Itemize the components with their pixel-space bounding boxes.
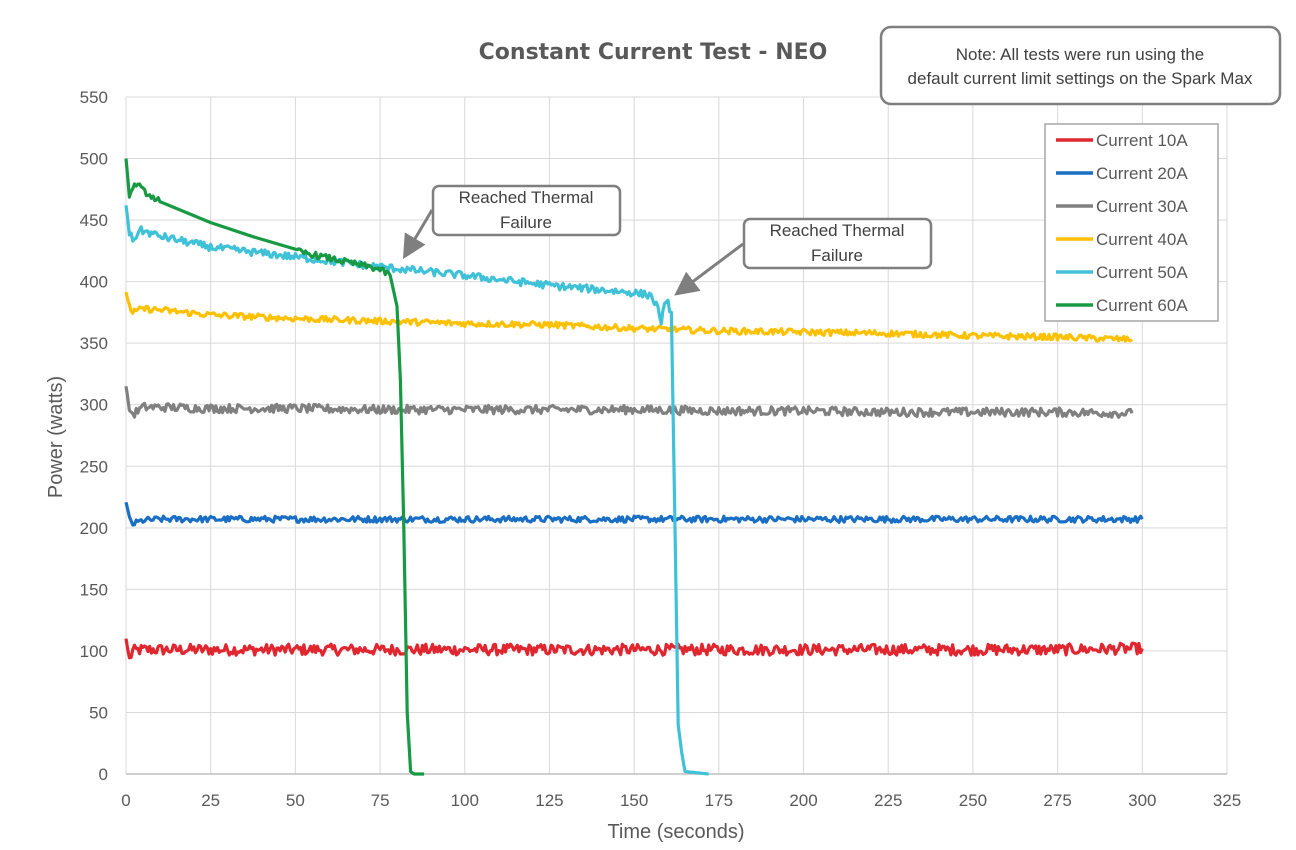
legend-label: Current 30A xyxy=(1096,197,1188,216)
callout-2: Reached Thermal Failure xyxy=(674,217,933,296)
x-tick-label: 275 xyxy=(1043,791,1071,810)
series-line-current-60a xyxy=(124,158,425,776)
legend: Current 10A Current 20A Current 30A Current… xyxy=(1044,123,1219,322)
callout-1-line2: Failure xyxy=(500,213,552,232)
x-tick-label: 175 xyxy=(705,791,733,810)
x-tick-label: 150 xyxy=(620,791,648,810)
x-tick-label: 25 xyxy=(201,791,220,810)
callout-1-line1: Reached Thermal xyxy=(459,188,594,207)
legend-label: Current 40A xyxy=(1096,230,1188,249)
callout-2-arrow xyxy=(674,242,744,296)
y-tick-label: 100 xyxy=(80,642,108,661)
series-line-current-50a xyxy=(124,205,709,776)
y-tick-label: 400 xyxy=(80,273,108,292)
note-text: Note: All tests were run using the defaul… xyxy=(908,45,1253,88)
callout-2-line1: Reached Thermal xyxy=(770,221,905,240)
legend-label: Current 10A xyxy=(1096,131,1188,150)
y-tick-label: 350 xyxy=(80,334,108,353)
legend-label: Current 20A xyxy=(1096,164,1188,183)
y-tick-label: 550 xyxy=(80,88,108,107)
callouts: Reached Thermal Failure Reached Thermal … xyxy=(402,184,933,296)
note-box: Note: All tests were run using the defaul… xyxy=(879,25,1282,106)
y-tick-label: 500 xyxy=(80,150,108,169)
series-line-current-30a xyxy=(124,386,1134,419)
legend-label: Current 50A xyxy=(1096,263,1188,282)
axes: 0 50 100 150 200 250 300 350 400 450 500 550 0 25 50 75… xyxy=(80,88,1242,810)
x-tick-label: 200 xyxy=(789,791,817,810)
series-line-current-10a xyxy=(124,638,1144,660)
y-tick-label: 450 xyxy=(80,211,108,230)
series-line-current-20a xyxy=(124,501,1144,527)
callout-1: Reached Thermal Failure xyxy=(402,184,622,260)
x-tick-label: 75 xyxy=(371,791,390,810)
chart-title: Constant Current Test - NEO xyxy=(479,40,828,65)
x-tick-label: 325 xyxy=(1213,791,1241,810)
grid xyxy=(125,96,1228,775)
callout-2-line2: Failure xyxy=(811,246,863,265)
y-axis-title: Power (watts) xyxy=(45,376,67,498)
legend-label: Current 60A xyxy=(1096,296,1188,315)
y-tick-label: 0 xyxy=(99,765,108,784)
y-tick-label: 200 xyxy=(80,519,108,538)
x-tick-label: 250 xyxy=(959,791,987,810)
x-tick-label: 0 xyxy=(121,791,130,810)
x-tick-label: 50 xyxy=(286,791,305,810)
callout-1-arrow xyxy=(402,209,434,260)
y-tick-label: 50 xyxy=(89,703,108,722)
x-tick-label: 125 xyxy=(535,791,563,810)
x-tick-label: 225 xyxy=(874,791,902,810)
series-line-current-40a xyxy=(124,291,1134,343)
series-layer xyxy=(124,158,1144,776)
x-tick-label: 100 xyxy=(451,791,479,810)
y-tick-label: 250 xyxy=(80,457,108,476)
x-axis-title: Time (seconds) xyxy=(607,821,744,843)
y-tick-label: 300 xyxy=(80,396,108,415)
x-tick-label: 300 xyxy=(1128,791,1156,810)
y-tick-label: 150 xyxy=(80,580,108,599)
